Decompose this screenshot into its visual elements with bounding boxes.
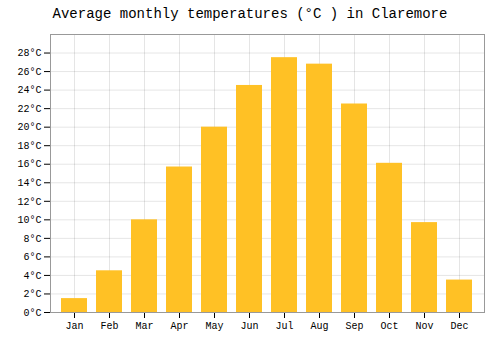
svg-text:Nov: Nov [415, 321, 433, 332]
svg-text:Feb: Feb [100, 321, 118, 332]
svg-text:28°C: 28°C [17, 48, 41, 59]
svg-text:18°C: 18°C [17, 141, 41, 152]
svg-text:14°C: 14°C [17, 178, 41, 189]
svg-text:26°C: 26°C [17, 67, 41, 78]
svg-text:Dec: Dec [450, 321, 468, 332]
svg-text:20°C: 20°C [17, 122, 41, 133]
svg-text:Sep: Sep [345, 321, 363, 332]
svg-text:8°C: 8°C [23, 234, 41, 245]
svg-text:Mar: Mar [135, 321, 153, 332]
svg-text:Jun: Jun [240, 321, 258, 332]
svg-text:Jan: Jan [65, 321, 83, 332]
svg-text:Oct: Oct [380, 321, 398, 332]
svg-text:10°C: 10°C [17, 215, 41, 226]
svg-text:24°C: 24°C [17, 85, 41, 96]
svg-text:Apr: Apr [170, 321, 188, 332]
svg-text:4°C: 4°C [23, 271, 41, 282]
svg-text:0°C: 0°C [23, 308, 41, 319]
svg-text:6°C: 6°C [23, 252, 41, 263]
svg-text:12°C: 12°C [17, 197, 41, 208]
svg-text:2°C: 2°C [23, 289, 41, 300]
svg-text:Aug: Aug [310, 321, 328, 332]
svg-text:22°C: 22°C [17, 104, 41, 115]
svg-text:16°C: 16°C [17, 159, 41, 170]
html-text:Average monthly temperatures (: Average monthly temperatures (°C ) in Cl… [52, 6, 448, 22]
svg-text:May: May [205, 321, 223, 332]
svg-text:Jul: Jul [275, 321, 293, 332]
